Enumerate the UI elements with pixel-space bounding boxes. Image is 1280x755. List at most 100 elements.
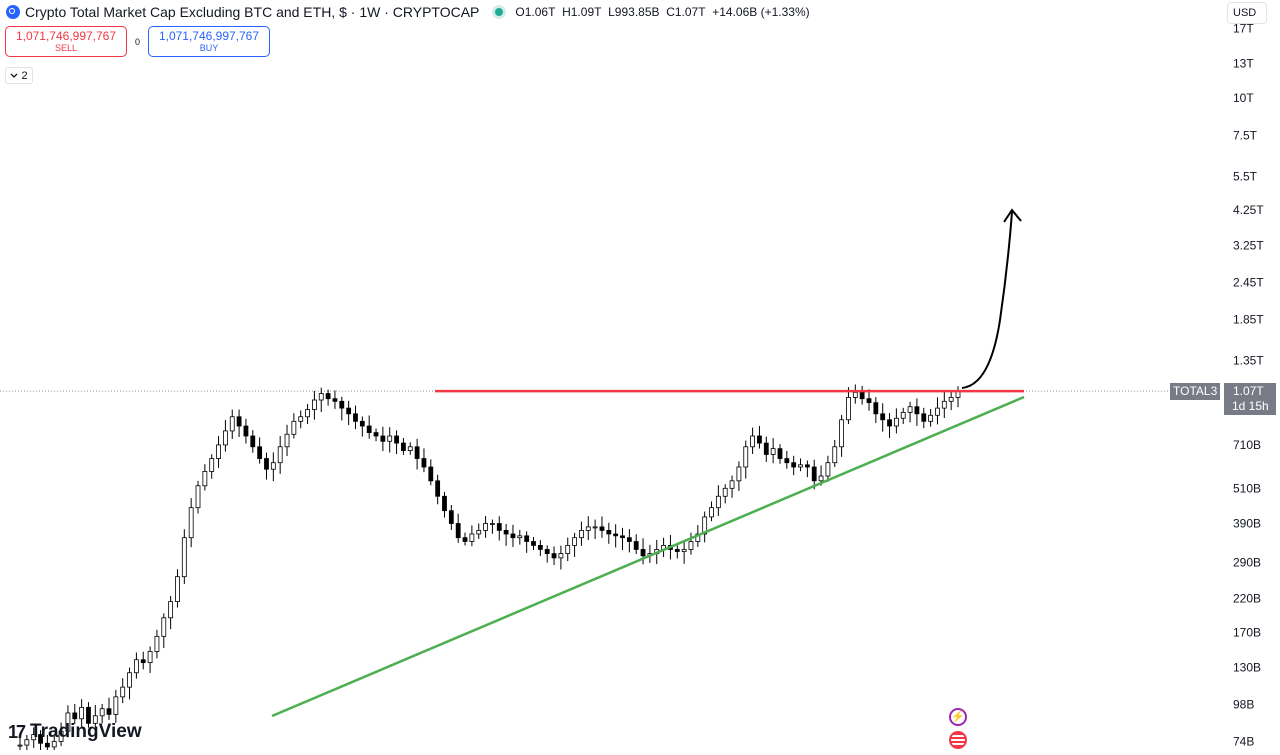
candle-body	[770, 448, 776, 455]
candle-body	[626, 537, 632, 542]
candle-body	[65, 712, 71, 732]
candle-body	[99, 708, 105, 717]
candle-body	[44, 742, 50, 748]
buy-price: 1,071,746,997,767	[158, 29, 260, 43]
y-tick-label: 98B	[1233, 698, 1254, 712]
candle-body	[722, 487, 728, 497]
candle-body	[709, 507, 714, 518]
candle-body	[859, 391, 865, 400]
candle-body	[209, 458, 215, 472]
symbol-price-tag: TOTAL3	[1170, 383, 1221, 400]
candle-body	[448, 510, 454, 524]
candle-body	[277, 446, 283, 464]
candle-body	[715, 495, 721, 509]
y-tick-label: 290B	[1233, 555, 1261, 569]
candle-body	[832, 446, 838, 464]
symbol-title[interactable]: Crypto Total Market Cap Excluding BTC an…	[25, 4, 480, 20]
buy-button[interactable]: 1,071,746,997,767 BUY	[148, 26, 270, 57]
candle-body	[175, 576, 180, 603]
candle-body	[688, 541, 694, 550]
candle-body	[900, 411, 906, 419]
candle-body	[51, 741, 57, 748]
candle-body	[421, 458, 427, 468]
candle-body	[106, 708, 112, 715]
candle-body	[798, 464, 803, 468]
candle-body	[305, 409, 310, 418]
candle-body	[524, 535, 530, 542]
candle-body	[414, 446, 420, 459]
candle-body	[736, 466, 742, 482]
sell-price: 1,071,746,997,767	[15, 29, 117, 43]
candle-body	[113, 696, 119, 715]
candle-body	[784, 458, 790, 464]
sell-button[interactable]: 1,071,746,997,767 SELL	[5, 26, 127, 57]
candle-body	[585, 526, 591, 531]
candle-body	[366, 425, 372, 433]
candle-body	[442, 495, 447, 512]
candle-body	[743, 446, 749, 468]
candle-body	[941, 400, 947, 409]
market-status-icon[interactable]	[495, 8, 504, 16]
candle-body	[852, 391, 858, 398]
candle-body	[284, 433, 290, 448]
candle-body	[763, 442, 769, 455]
indicators-collapse-button[interactable]: 2	[5, 67, 33, 84]
close-value: C1.07T	[666, 5, 706, 19]
currency-selector[interactable]: USD	[1227, 2, 1267, 24]
currency-label: USD	[1233, 7, 1257, 19]
candle-body	[846, 397, 851, 421]
change-value: +14.06B (+1.33%)	[712, 5, 810, 19]
support-trendline	[271, 395, 1025, 718]
buy-label: BUY	[199, 43, 219, 53]
candle-body	[332, 398, 338, 402]
candle-body	[243, 425, 249, 437]
us-flag-icon[interactable]	[949, 731, 967, 749]
candle-body	[935, 407, 940, 416]
y-tick-label: 5.5T	[1233, 169, 1258, 183]
candle-body	[229, 416, 235, 432]
candle-body	[38, 734, 43, 744]
candle-body	[120, 686, 126, 698]
lightning-icon[interactable]: ⚡	[949, 708, 967, 726]
sell-label: SELL	[54, 43, 78, 53]
candle-body	[312, 399, 317, 410]
y-tick-label: 1.85T	[1233, 312, 1264, 326]
candle-body	[353, 413, 358, 422]
candle-body	[147, 651, 153, 664]
y-tick-label: 74B	[1233, 734, 1254, 748]
candle-body	[537, 545, 543, 550]
candle-body	[270, 462, 276, 470]
y-tick-label: 2.45T	[1233, 275, 1264, 289]
candle-body	[359, 420, 365, 427]
candle-body	[92, 715, 98, 724]
candle-body	[257, 446, 263, 459]
candle-body	[264, 458, 269, 470]
candle-body	[695, 533, 701, 542]
candle-body	[729, 480, 735, 489]
candle-body	[887, 419, 892, 427]
candle-body	[168, 601, 174, 619]
candle-body	[24, 739, 30, 746]
candle-body	[490, 523, 495, 525]
candle-body	[469, 533, 475, 542]
tradingview-mark-icon: 17	[8, 721, 26, 742]
candle-body	[914, 406, 920, 415]
open-value: O1.06T	[515, 5, 556, 19]
candle-body	[195, 485, 201, 509]
candle-body	[435, 480, 441, 497]
symbol-header[interactable]: Crypto Total Market Cap Excluding BTC an…	[6, 3, 810, 21]
candle-body	[811, 466, 817, 482]
ohlc-values: O1.06T H1.09T L993.85B C1.07T +14.06B (+…	[515, 5, 809, 19]
candle-body	[757, 435, 762, 444]
candle-body	[893, 417, 899, 427]
candle-body	[161, 617, 167, 637]
candle-body	[325, 393, 331, 400]
candle-body	[188, 507, 194, 539]
candle-body	[517, 535, 523, 539]
candle-body	[181, 537, 187, 578]
candle-body	[17, 744, 23, 747]
tradingview-logo[interactable]: 17 TradingView	[8, 721, 142, 743]
candle-body	[133, 659, 139, 674]
